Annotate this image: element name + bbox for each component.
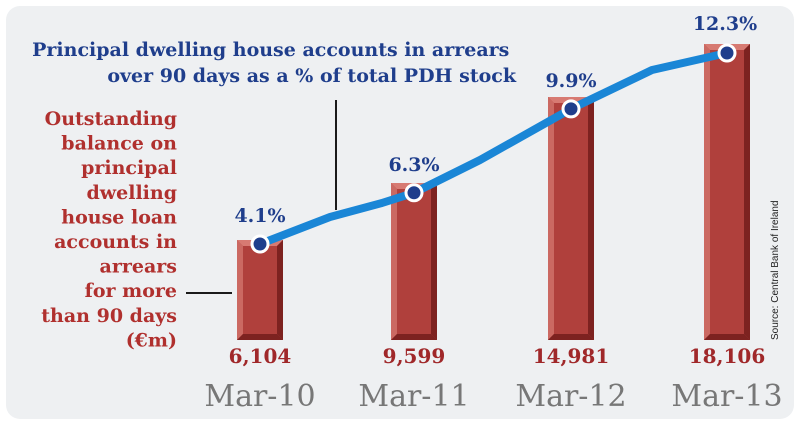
percent-line [256,49,731,248]
bar-value-labels: 6,104 9,599 14,981 18,106 [229,344,766,368]
bar-mar-11 [391,183,437,340]
bar-value-mar-13: 18,106 [689,344,766,368]
bar-value-mar-12: 14,981 [533,344,610,368]
bar-legend: Outstanding balance on principal dwelling ho… [41,108,177,351]
x-tick-mar-12: Mar-12 [515,379,626,414]
bar-mar-12 [548,97,594,340]
bar-mar-13 [704,44,750,340]
source-note: Source: Central Bank of Ireland [770,200,781,340]
line-legend: Principal dwelling house accounts in arr… [32,39,517,87]
percent-points [250,43,737,254]
bar-mar-10 [237,240,283,340]
bar-value-mar-11: 9,599 [383,344,446,368]
x-tick-mar-10: Mar-10 [204,379,315,414]
percent-point-mar-13 [717,43,737,63]
percent-point-mar-12 [561,99,581,119]
x-tick-mar-11: Mar-11 [358,379,469,414]
percent-label-mar-10: 4.1% [234,205,285,227]
percent-point-mar-11 [404,183,424,203]
x-axis-tick-labels: Mar-10 Mar-11 Mar-12 Mar-13 [204,379,782,414]
percent-label-mar-12: 9.9% [545,70,596,92]
bar-series [237,44,750,340]
x-tick-mar-13: Mar-13 [671,379,782,414]
percent-label-mar-13: 12.3% [693,13,757,35]
percent-value-labels: 4.1% 6.3% 9.9% 12.3% [234,13,757,227]
percent-label-mar-11: 6.3% [388,154,439,176]
percent-point-mar-10 [250,234,270,254]
bar-value-mar-10: 6,104 [229,344,292,368]
